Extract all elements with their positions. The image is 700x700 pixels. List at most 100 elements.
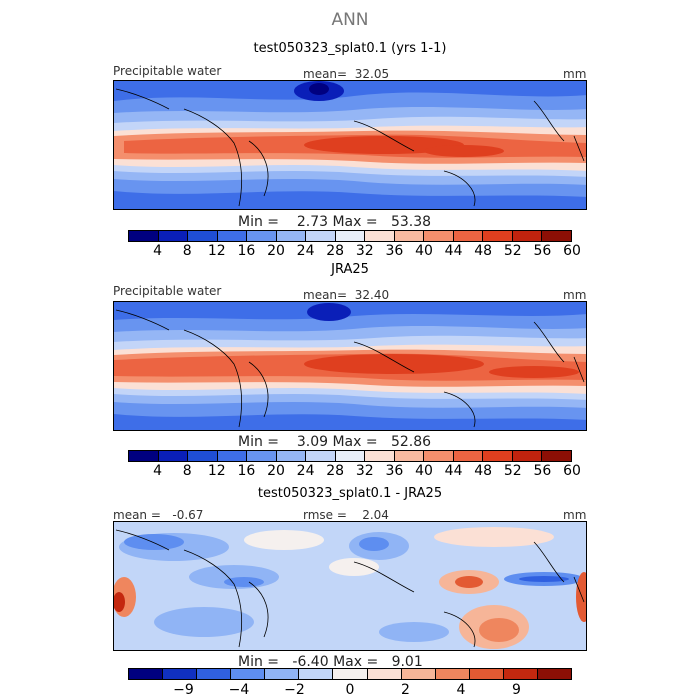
panel3-mean: mean = -0.67 bbox=[113, 508, 203, 522]
colorbar-swatch bbox=[159, 451, 189, 461]
colorbar-tick-label: 24 bbox=[297, 463, 315, 479]
colorbar-tick-label: 36 bbox=[385, 243, 403, 259]
colorbar-tick-label: 52 bbox=[504, 463, 522, 479]
colorbar-swatch bbox=[265, 669, 299, 679]
panel3-title: test050323_splat0.1 - JRA25 bbox=[0, 486, 700, 501]
colorbar-swatch bbox=[402, 669, 436, 679]
colorbar-tick-label: 24 bbox=[297, 243, 315, 259]
panel3-rmse: rmse = 2.04 bbox=[303, 508, 389, 522]
colorbar-tick-label: 8 bbox=[183, 463, 192, 479]
panel3-units: mm bbox=[563, 508, 586, 522]
panel3-mean-label: mean = bbox=[113, 508, 161, 522]
colorbar-swatch bbox=[454, 451, 484, 461]
colorbar-tick-label: 4 bbox=[153, 463, 162, 479]
colorbar-tick-label: 20 bbox=[267, 243, 285, 259]
colorbar-tick-label: 4 bbox=[153, 243, 162, 259]
colorbar-tick-label: 0 bbox=[346, 682, 355, 698]
colorbar-tick-label: 9 bbox=[512, 682, 521, 698]
colorbar-swatch bbox=[513, 451, 543, 461]
colorbar-swatch bbox=[299, 669, 333, 679]
colorbar-tick-label: 56 bbox=[533, 243, 551, 259]
colorbar-tick-label: 12 bbox=[208, 463, 226, 479]
panel3-mean-value: -0.67 bbox=[172, 508, 203, 522]
panel1-max-value: 53.38 bbox=[391, 214, 431, 230]
colorbar-tick-label: 2 bbox=[401, 682, 410, 698]
colorbar-tick-label: 32 bbox=[356, 463, 374, 479]
panel1-mean-label: mean= bbox=[303, 67, 347, 81]
colorbar-swatch bbox=[247, 451, 277, 461]
panel2-min-value: 3.09 bbox=[297, 434, 328, 450]
colorbar-tick-label: 28 bbox=[326, 463, 344, 479]
colorbar-tick-label: 20 bbox=[267, 463, 285, 479]
colorbar-swatch bbox=[333, 669, 367, 679]
panel1-variable: Precipitable water bbox=[113, 64, 221, 78]
colorbar-swatch bbox=[163, 669, 197, 679]
colorbar-swatch bbox=[277, 231, 307, 241]
colorbar-tick-label: 12 bbox=[208, 243, 226, 259]
colorbar-tick-label: 16 bbox=[237, 243, 255, 259]
colorbar-swatch bbox=[454, 231, 484, 241]
colorbar-swatch bbox=[368, 669, 402, 679]
colorbar-tick-label: 32 bbox=[356, 243, 374, 259]
panel1-map bbox=[113, 80, 587, 210]
panel3-map bbox=[113, 521, 587, 651]
colorbar-swatch bbox=[218, 451, 248, 461]
colorbar-tick-label: 44 bbox=[445, 243, 463, 259]
colorbar-tick-label: −9 bbox=[173, 682, 194, 698]
panel1-mean-value: 32.05 bbox=[355, 67, 389, 81]
colorbar-tick-label: 60 bbox=[563, 463, 581, 479]
panel2-max-value: 52.86 bbox=[391, 434, 431, 450]
panel1-title: test050323_splat0.1 (yrs 1-1) bbox=[0, 41, 700, 56]
panel2-units: mm bbox=[563, 288, 586, 302]
colorbar-swatch bbox=[470, 669, 504, 679]
colorbar-tick-label: 36 bbox=[385, 463, 403, 479]
colorbar-swatch bbox=[218, 231, 248, 241]
panel3-rmse-value: 2.04 bbox=[362, 508, 389, 522]
colorbar-swatch bbox=[129, 451, 159, 461]
panel3-rmse-label: rmse = bbox=[303, 508, 347, 522]
panel2-mean: mean= 32.40 bbox=[303, 288, 389, 302]
colorbar-tick-label: 48 bbox=[474, 243, 492, 259]
colorbar-swatch bbox=[542, 451, 571, 461]
panel1-mean: mean= 32.05 bbox=[303, 67, 389, 81]
colorbar-swatch bbox=[159, 231, 189, 241]
colorbar-swatch bbox=[306, 231, 336, 241]
colorbar-swatch bbox=[197, 669, 231, 679]
panel2-title: JRA25 bbox=[0, 262, 700, 277]
page-title: ANN bbox=[0, 10, 700, 30]
colorbar-tick-label: 16 bbox=[237, 463, 255, 479]
colorbar-tick-label: 40 bbox=[415, 463, 433, 479]
colorbar-swatch bbox=[424, 451, 454, 461]
panel2-mean-value: 32.40 bbox=[355, 288, 389, 302]
colorbar-swatch bbox=[513, 231, 543, 241]
colorbar-swatch bbox=[365, 231, 395, 241]
panel2-mean-label: mean= bbox=[303, 288, 347, 302]
colorbar-swatch bbox=[483, 231, 513, 241]
colorbar-swatch bbox=[365, 451, 395, 461]
colorbar-tick-label: 8 bbox=[183, 243, 192, 259]
colorbar-swatch bbox=[231, 669, 265, 679]
colorbar-swatch bbox=[424, 231, 454, 241]
panel2-max-label: Max = bbox=[332, 434, 377, 450]
colorbar-swatch bbox=[336, 451, 366, 461]
colorbar-swatch bbox=[395, 231, 425, 241]
colorbar-swatch bbox=[188, 231, 218, 241]
colorbar-swatch bbox=[436, 669, 470, 679]
panel1-colorbar bbox=[128, 230, 572, 242]
panel2-colorbar bbox=[128, 450, 572, 462]
colorbar-swatch bbox=[538, 669, 571, 679]
colorbar-swatch bbox=[336, 231, 366, 241]
colorbar-swatch bbox=[542, 231, 571, 241]
panel2-map-svg bbox=[114, 302, 587, 431]
panel2-variable: Precipitable water bbox=[113, 284, 221, 298]
panel3-map-svg bbox=[114, 522, 587, 651]
colorbar-tick-label: −4 bbox=[229, 682, 250, 698]
colorbar-tick-label: 28 bbox=[326, 243, 344, 259]
colorbar-swatch bbox=[129, 669, 163, 679]
colorbar-tick-label: 52 bbox=[504, 243, 522, 259]
colorbar-swatch bbox=[247, 231, 277, 241]
colorbar-swatch bbox=[504, 669, 538, 679]
colorbar-swatch bbox=[277, 451, 307, 461]
panel1-min-value: 2.73 bbox=[297, 214, 328, 230]
colorbar-swatch bbox=[483, 451, 513, 461]
